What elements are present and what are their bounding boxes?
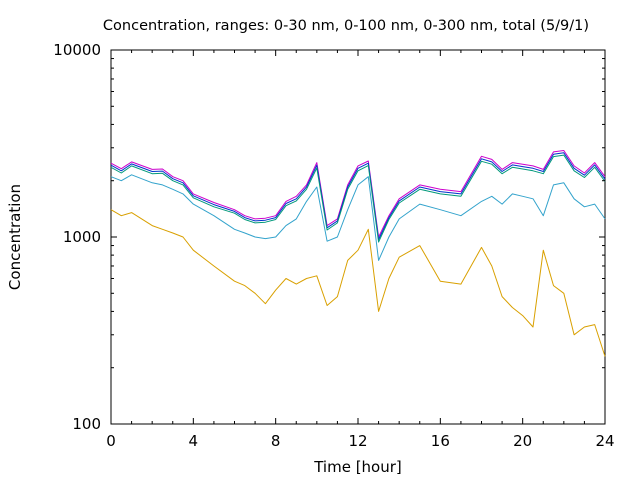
series-line-5 — [110, 209, 606, 357]
y-tick-label: 1000 — [63, 228, 101, 246]
x-tick-label: 20 — [513, 432, 532, 450]
series-line-2 — [110, 152, 606, 240]
x-axis-label: Time [hour] — [313, 458, 402, 476]
y-axis-ticks: 100 1000 10000 — [53, 41, 605, 433]
x-tick-label: 16 — [431, 432, 450, 450]
plot-frame — [110, 49, 606, 425]
x-tick-label: 12 — [348, 432, 367, 450]
series-line-1 — [110, 150, 606, 238]
x-tick-label: 4 — [189, 432, 199, 450]
series-layer — [110, 150, 606, 357]
x-axis-ticks: 0 4 8 12 16 20 24 — [106, 50, 615, 450]
y-tick-label: 100 — [72, 415, 101, 433]
y-axis-label: Concentration — [6, 184, 24, 290]
series-line-3 — [110, 154, 606, 243]
series-line-4 — [110, 174, 606, 261]
x-tick-label: 24 — [595, 432, 614, 450]
x-tick-label: 8 — [271, 432, 281, 450]
chart-title: Concentration, ranges: 0-30 nm, 0-100 nm… — [103, 18, 589, 34]
y-tick-label: 10000 — [53, 41, 101, 59]
x-tick-label: 0 — [106, 432, 116, 450]
